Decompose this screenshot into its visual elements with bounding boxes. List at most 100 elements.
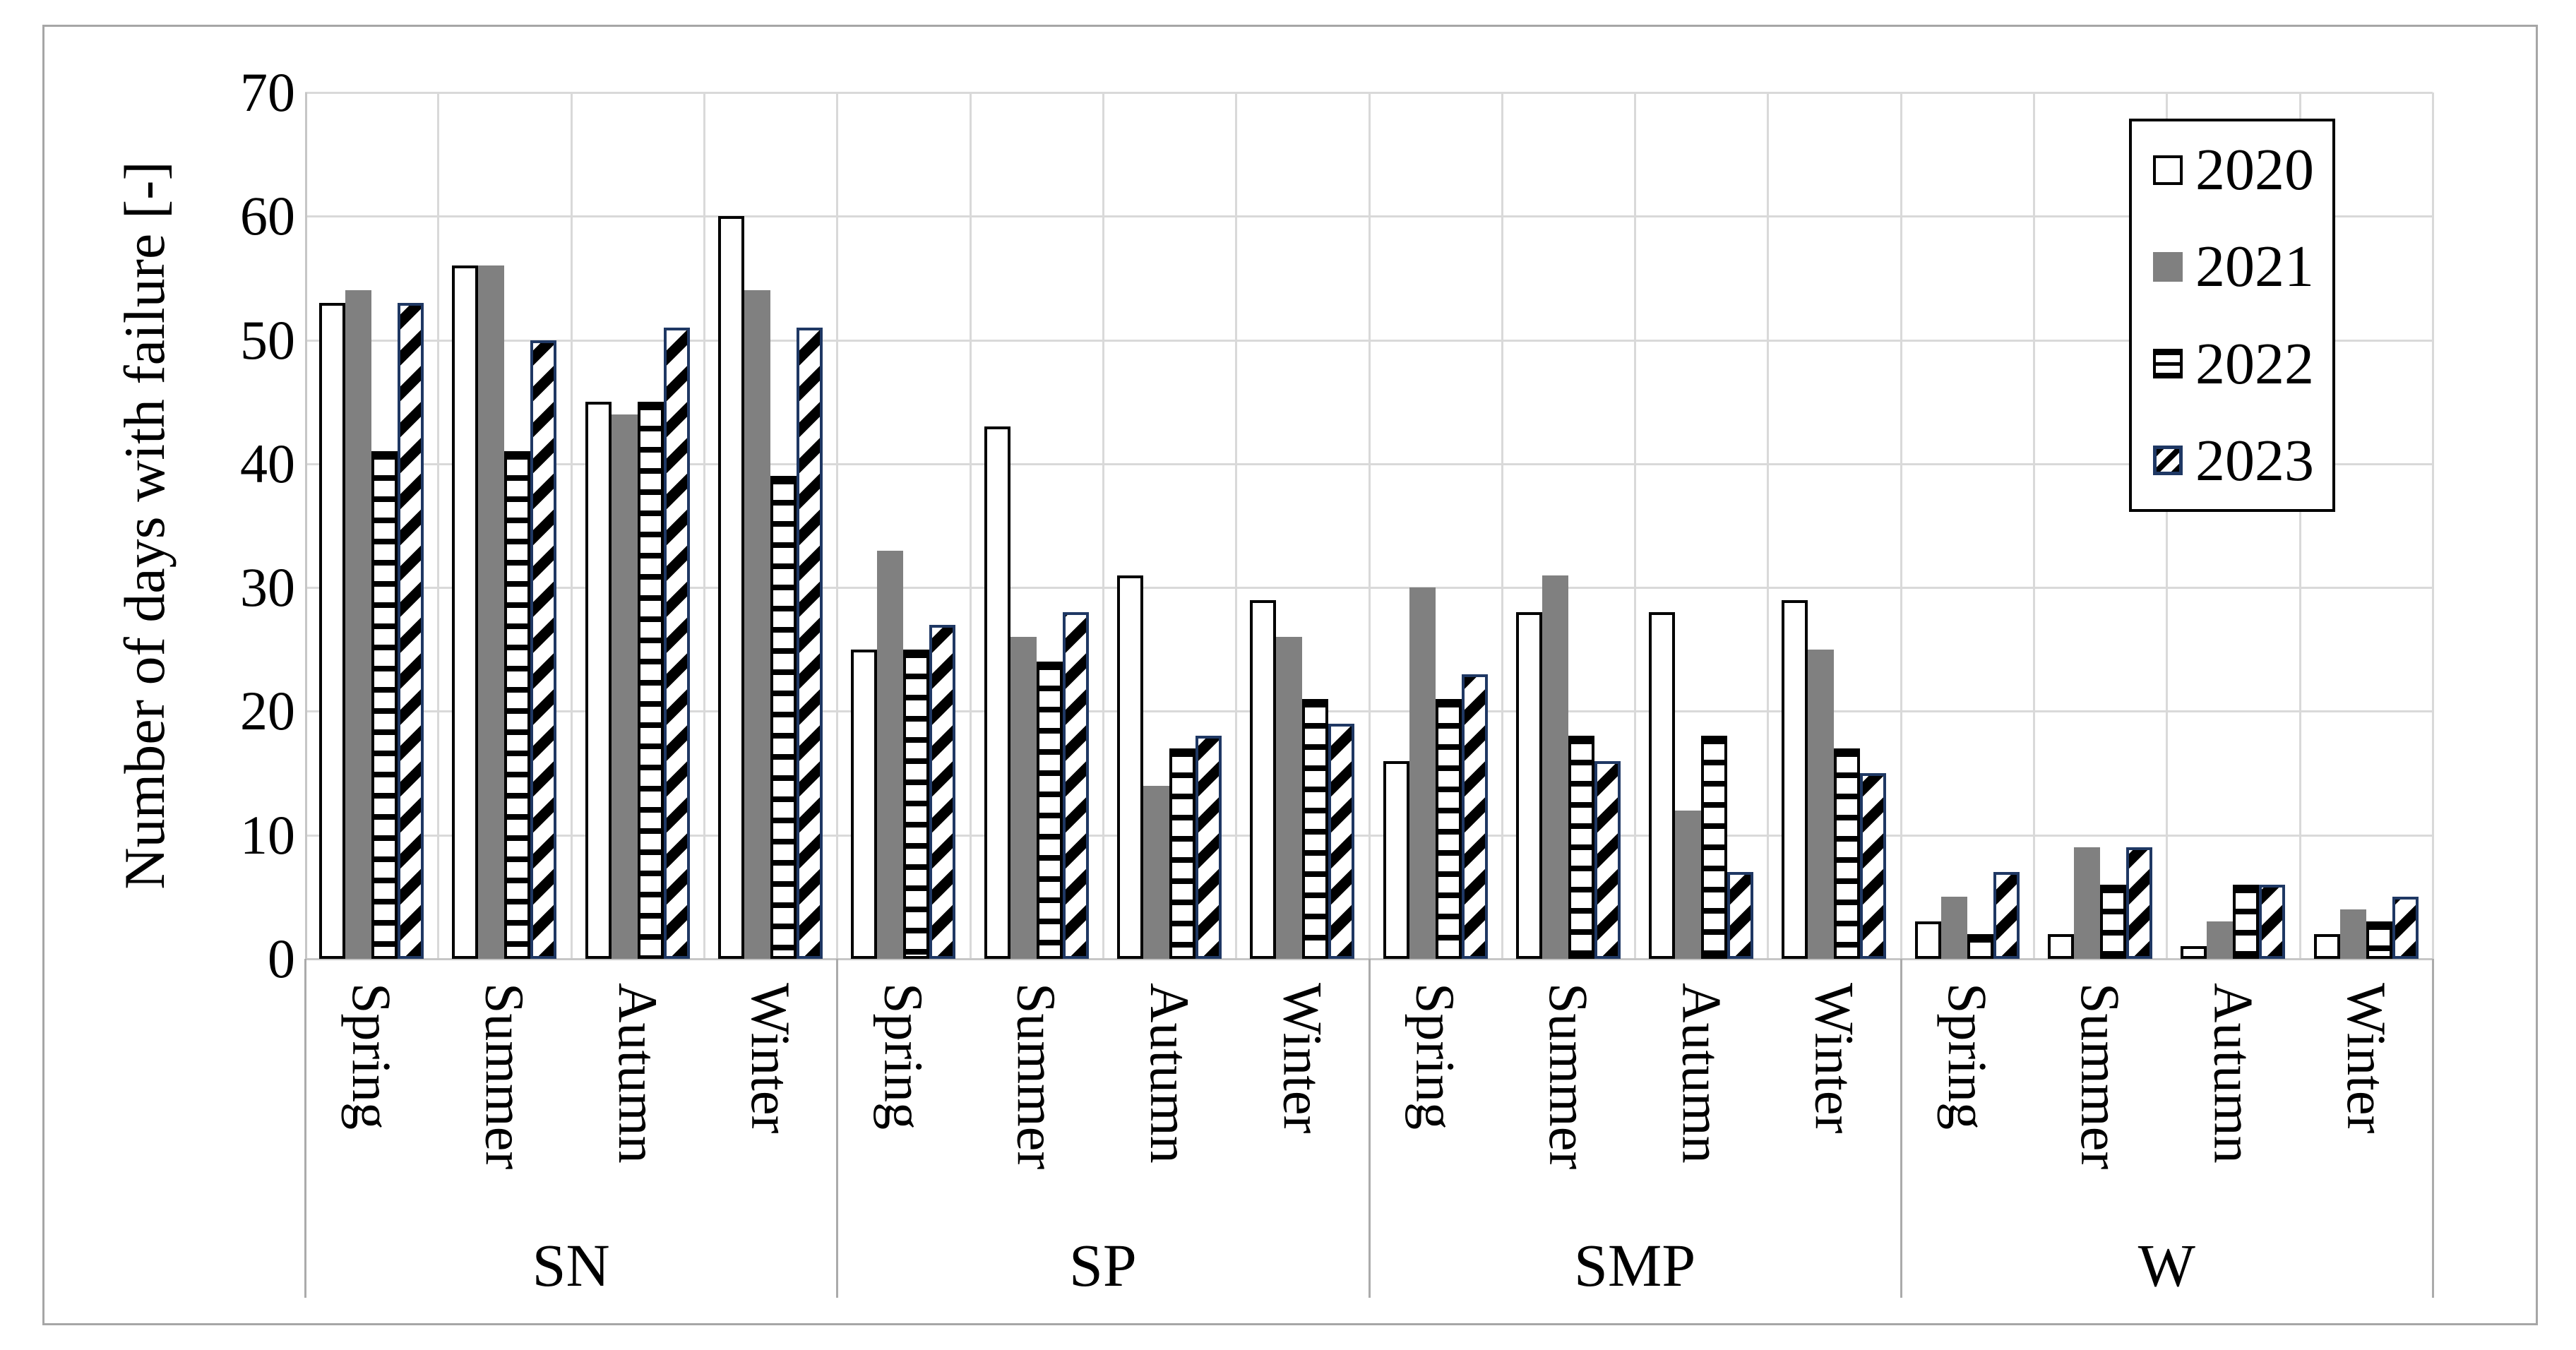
bar-2021-W-Autumn-value-3 xyxy=(2207,921,2234,959)
group-label-SN: SN xyxy=(532,1231,610,1299)
group-separator-3 xyxy=(1900,959,1902,1298)
v-gridline-8 xyxy=(1368,92,1371,959)
x-label-W-Winter: Winter xyxy=(2324,983,2409,1237)
y-tick-label-20: 20 xyxy=(240,680,295,742)
bar-2023-SN-Spring-value-53 xyxy=(398,302,424,959)
v-gridline-5 xyxy=(969,92,972,959)
bar-2022-SN-Autumn-value-45 xyxy=(637,402,664,959)
y-tick-label-70: 70 xyxy=(240,61,295,123)
x-label-SMP-Autumn: Autumn xyxy=(1659,983,1743,1237)
bar-2023-SMP-Winter-value-15 xyxy=(1860,773,1887,959)
legend-label-2022: 2022 xyxy=(2195,330,2314,397)
y-tick-label-40: 40 xyxy=(240,432,295,494)
legend-item-2021: 2021 xyxy=(2132,218,2332,315)
group-label-SP: SP xyxy=(1069,1231,1137,1299)
bar-2021-SMP-Summer-value-31 xyxy=(1542,575,1568,959)
bar-2022-SMP-Spring-value-21 xyxy=(1435,698,1462,959)
x-label-W-Autumn: Autumn xyxy=(2191,983,2276,1237)
x-label-SP-Spring: Spring xyxy=(861,983,946,1237)
legend-swatch-2023-icon xyxy=(2153,446,2183,476)
legend-item-2022: 2022 xyxy=(2132,316,2332,412)
y-tick-label-10: 10 xyxy=(240,804,295,866)
bar-2023-SN-Autumn-value-51 xyxy=(663,328,690,959)
y-tick-label-60: 60 xyxy=(240,185,295,247)
x-label-text: Summer xyxy=(1006,983,1068,1170)
x-label-text: Summer xyxy=(474,983,536,1170)
legend-swatch-2022-icon xyxy=(2153,349,2183,379)
x-label-SMP-Winter: Winter xyxy=(1792,983,1877,1237)
y-tick-label-30: 30 xyxy=(240,556,295,619)
legend-label-2020: 2020 xyxy=(2195,137,2314,203)
x-label-text: Autumn xyxy=(1671,983,1733,1164)
v-gridline-2 xyxy=(570,92,573,959)
v-gridline-1 xyxy=(437,92,440,959)
bar-2022-W-Spring-value-2 xyxy=(1967,933,1993,959)
bar-2021-SN-Winter-value-54 xyxy=(744,290,770,959)
v-gridline-4 xyxy=(836,92,839,959)
bar-2020-SN-Summer-value-56 xyxy=(452,265,479,959)
bar-2021-SP-Winter-value-26 xyxy=(1276,637,1303,959)
y-tick-label-0: 0 xyxy=(268,928,295,989)
x-label-text: Summer xyxy=(2070,983,2132,1170)
bar-2022-W-Autumn-value-6 xyxy=(2233,884,2260,959)
legend-label-2021: 2021 xyxy=(2195,234,2314,300)
x-label-SN-Summer: Summer xyxy=(462,983,547,1237)
group-separator-1 xyxy=(836,959,839,1298)
y-axis-line xyxy=(305,92,307,959)
x-label-SMP-Spring: Spring xyxy=(1393,983,1478,1237)
x-label-text: Summer xyxy=(1537,983,1599,1170)
bar-2021-SMP-Winter-value-25 xyxy=(1808,649,1835,959)
bar-2022-SMP-Summer-value-18 xyxy=(1568,736,1594,959)
bar-2020-SMP-Spring-value-16 xyxy=(1383,760,1409,959)
bar-2023-SMP-Autumn-value-7 xyxy=(1727,872,1754,959)
legend-item-2020: 2020 xyxy=(2132,121,2332,218)
v-gridline-14 xyxy=(2166,92,2169,959)
bar-2020-W-Summer-value-2 xyxy=(2048,933,2075,959)
v-gridline-3 xyxy=(703,92,705,959)
x-label-text: Autumn xyxy=(607,983,669,1164)
bar-2020-SP-Summer-value-43 xyxy=(984,426,1010,959)
bar-2021-W-Winter-value-4 xyxy=(2339,909,2366,959)
legend-label-2023: 2023 xyxy=(2195,427,2314,494)
bar-2023-W-Summer-value-9 xyxy=(2126,847,2153,959)
y-tick-label-50: 50 xyxy=(240,309,295,371)
v-gridline-11 xyxy=(1767,92,1770,959)
legend-swatch-2020-icon xyxy=(2153,155,2183,185)
x-label-text: Winter xyxy=(2335,983,2397,1134)
legend: 2020 2021 2022 2023 xyxy=(2129,119,2335,512)
bar-2023-SN-Summer-value-50 xyxy=(530,340,557,959)
bar-2020-SP-Autumn-value-31 xyxy=(1116,575,1143,959)
x-label-SN-Winter: Winter xyxy=(728,983,813,1237)
bar-2023-W-Winter-value-5 xyxy=(2392,897,2419,959)
bar-2021-SN-Autumn-value-44 xyxy=(611,414,638,959)
bar-2020-SMP-Winter-value-29 xyxy=(1782,599,1808,959)
x-label-text: Spring xyxy=(873,983,935,1130)
bar-2021-W-Summer-value-9 xyxy=(2074,847,2101,959)
bar-2020-SP-Winter-value-29 xyxy=(1250,599,1277,959)
x-label-SP-Autumn: Autumn xyxy=(1127,983,1212,1237)
bar-2020-SP-Spring-value-25 xyxy=(851,649,878,959)
bar-2023-SN-Winter-value-51 xyxy=(796,328,823,959)
v-gridline-13 xyxy=(2033,92,2036,959)
bar-2021-SN-Spring-value-54 xyxy=(345,290,371,959)
bar-2022-SN-Summer-value-41 xyxy=(504,451,531,959)
bar-2022-W-Summer-value-6 xyxy=(2100,884,2127,959)
group-separator-2 xyxy=(1368,959,1371,1298)
group-label-SMP: SMP xyxy=(1574,1231,1696,1299)
bar-2021-SMP-Autumn-value-12 xyxy=(1675,810,1702,959)
bar-2021-W-Spring-value-5 xyxy=(1940,897,1967,959)
x-label-SP-Summer: Summer xyxy=(994,983,1079,1237)
bar-2022-SP-Summer-value-24 xyxy=(1036,662,1063,959)
x-label-W-Spring: Spring xyxy=(1925,983,2010,1237)
x-label-text: Spring xyxy=(1405,983,1467,1130)
legend-item-2023: 2023 xyxy=(2132,412,2332,509)
bar-2020-W-Winter-value-2 xyxy=(2313,933,2340,959)
x-label-text: Winter xyxy=(1803,983,1866,1134)
x-label-SP-Winter: Winter xyxy=(1260,983,1344,1237)
v-gridline-7 xyxy=(1235,92,1238,959)
bar-2022-SMP-Autumn-value-18 xyxy=(1701,736,1728,959)
v-gridline-6 xyxy=(1102,92,1104,959)
